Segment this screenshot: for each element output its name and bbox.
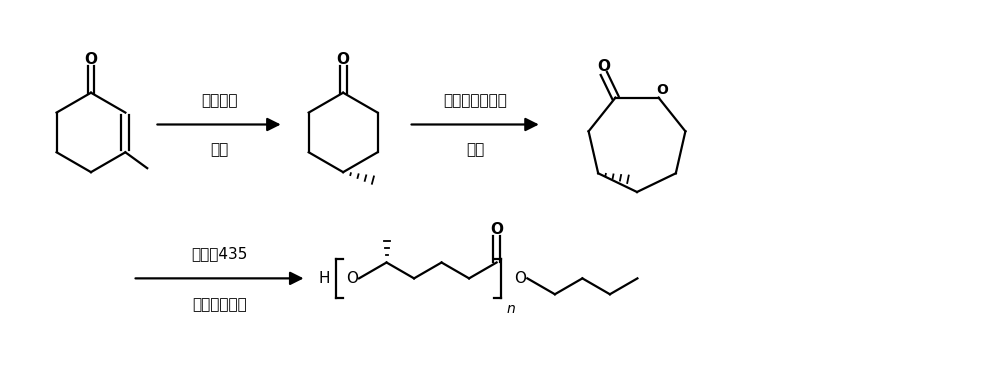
Text: O: O (346, 271, 358, 286)
Text: O: O (597, 59, 610, 74)
Text: O: O (337, 53, 350, 68)
Text: 烯还原酶: 烯还原酶 (201, 94, 237, 109)
Text: 甲苯、正丁醇: 甲苯、正丁醇 (192, 297, 247, 312)
Text: H: H (319, 271, 330, 286)
Text: O: O (514, 271, 526, 286)
Text: 诺维信435: 诺维信435 (191, 247, 248, 262)
Text: 氧气: 氧气 (210, 142, 228, 157)
Text: 环己酮单加氧酶: 环己酮单加氧酶 (443, 94, 507, 109)
Text: O: O (490, 222, 503, 237)
Text: n: n (507, 302, 515, 316)
Text: 氧气: 氧气 (466, 142, 484, 157)
Text: O: O (656, 83, 668, 98)
Text: O: O (84, 53, 97, 68)
